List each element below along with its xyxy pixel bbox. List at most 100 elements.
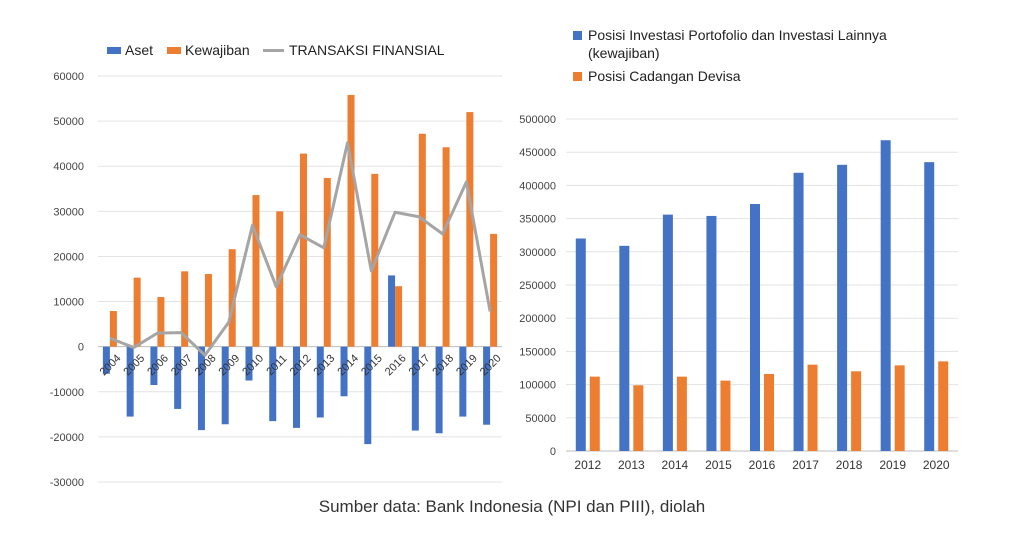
- bar-posisi-investasi: [880, 140, 891, 452]
- bar-aset: [411, 346, 419, 431]
- legend-swatch-kewajiban: [167, 47, 181, 54]
- bar-aset: [483, 346, 491, 425]
- y-tick-label: 30000: [53, 206, 84, 218]
- bar-kewajiban: [442, 147, 450, 347]
- bar-kewajiban: [228, 249, 236, 347]
- bar-aset: [126, 346, 134, 417]
- bar-aset: [459, 346, 467, 417]
- bar-kewajiban: [347, 94, 355, 347]
- bar-cadangan-devisa: [851, 371, 862, 451]
- bar-kewajiban: [395, 286, 403, 347]
- bar-posisi-investasi: [706, 215, 717, 451]
- bar-kewajiban: [252, 195, 260, 347]
- bar-cadangan-devisa: [764, 373, 774, 451]
- right-gridlines: [566, 118, 958, 452]
- source-caption: Sumber data: Bank Indonesia (NPI dan PII…: [318, 497, 706, 516]
- bar-posisi-investasi: [793, 172, 804, 451]
- legend-label-posisi-investasi-line1: Posisi Investasi Portofolio dan Investas…: [588, 27, 887, 43]
- bar-cadangan-devisa: [807, 364, 818, 451]
- legend-label-transaksi: TRANSAKSI FINANSIAL: [289, 42, 445, 58]
- left-bars: [102, 94, 498, 445]
- bar-cadangan-devisa: [633, 385, 644, 451]
- bar-posisi-investasi: [837, 164, 848, 452]
- x-tick-label: 2020: [478, 352, 504, 378]
- legend-label-cadangan-devisa: Posisi Cadangan Devisa: [588, 68, 741, 84]
- x-tick-label: 2005: [121, 352, 147, 378]
- bar-aset: [102, 346, 110, 374]
- x-tick-label: 2004: [98, 352, 124, 378]
- legend-label-kewajiban: Kewajiban: [185, 42, 250, 58]
- right-x-axis: 2012 2013 2014 2015 2016 2017 2018 2019 2020: [574, 458, 949, 472]
- bar-aset: [316, 346, 324, 418]
- x-tick-label: 2013: [618, 458, 645, 472]
- x-tick-label: 2012: [288, 352, 314, 378]
- x-tick-label: 2008: [193, 352, 219, 378]
- y-tick-label: 350000: [519, 214, 556, 226]
- x-tick-label: 2015: [705, 458, 732, 472]
- bar-kewajiban: [133, 277, 141, 347]
- bar-cadangan-devisa: [676, 376, 687, 451]
- bar-aset: [435, 346, 443, 434]
- bar-aset: [221, 346, 229, 425]
- x-tick-label: 2016: [383, 352, 409, 378]
- bar-aset: [388, 275, 396, 347]
- x-tick-label: 2020: [923, 458, 950, 472]
- bar-aset: [293, 346, 300, 428]
- x-tick-label: 2013: [312, 352, 338, 378]
- left-x-axis: 2004200520062007200820092010201120122013…: [98, 352, 504, 378]
- bar-kewajiban: [323, 177, 331, 347]
- y-tick-label: 150000: [519, 346, 556, 358]
- right-legend: Posisi Investasi Portofolio dan Investas…: [573, 27, 887, 84]
- right-y-axis: 5000004500004000003500003000002500002000…: [519, 114, 556, 458]
- legend-swatch-cadangan-devisa: [573, 72, 582, 81]
- x-tick-label: 2017: [407, 352, 433, 378]
- bar-kewajiban: [109, 311, 117, 347]
- x-tick-label: 2017: [792, 458, 819, 472]
- bar-posisi-investasi: [750, 203, 760, 451]
- bar-aset: [364, 346, 372, 445]
- y-tick-label: 40000: [53, 161, 84, 173]
- line-transaksi-finansial: [109, 141, 492, 357]
- y-tick-label: 100000: [519, 380, 556, 392]
- y-tick-label: 300000: [519, 247, 556, 259]
- bar-aset: [150, 346, 158, 386]
- legend-label-posisi-investasi-line2: (kewajiban): [588, 45, 660, 61]
- bar-posisi-investasi: [575, 238, 586, 451]
- x-tick-label: 2018: [836, 458, 863, 472]
- bar-kewajiban: [300, 153, 307, 347]
- bar-kewajiban: [204, 274, 212, 347]
- y-tick-label: 60000: [53, 71, 84, 83]
- legend-swatch-aset: [107, 47, 121, 54]
- legend-label-aset: Aset: [125, 42, 153, 58]
- y-tick-label: 10000: [53, 297, 84, 309]
- x-tick-label: 2019: [879, 458, 906, 472]
- bar-aset: [197, 346, 205, 431]
- x-tick-label: 2015: [359, 352, 385, 378]
- y-tick-label: 0: [78, 342, 84, 354]
- y-tick-label: 250000: [519, 280, 556, 292]
- x-tick-label: 2014: [335, 352, 361, 378]
- x-tick-label: 2007: [169, 352, 195, 378]
- bar-kewajiban: [181, 271, 189, 347]
- x-tick-label: 2016: [749, 458, 776, 472]
- x-tick-label: 2006: [145, 352, 171, 378]
- bar-aset: [340, 346, 348, 397]
- bar-aset: [245, 346, 253, 381]
- legend-swatch-posisi-investasi: [573, 31, 582, 40]
- y-tick-label: -20000: [50, 432, 84, 444]
- bar-kewajiban: [490, 233, 498, 347]
- x-tick-label: 2014: [662, 458, 689, 472]
- x-tick-label: 2009: [217, 352, 243, 378]
- bar-aset: [174, 346, 182, 409]
- x-tick-label: 2018: [430, 352, 456, 378]
- left-y-axis: 60000 50000 40000 30000 20000 10000 0 -10000 -20…: [50, 71, 84, 489]
- bar-cadangan-devisa: [894, 365, 905, 451]
- left-line-series: [109, 141, 492, 357]
- y-tick-label: 450000: [519, 147, 556, 159]
- bar-posisi-investasi: [924, 162, 935, 451]
- bar-posisi-investasi: [619, 245, 630, 451]
- left-legend: Aset Kewajiban TRANSAKSI FINANSIAL: [107, 42, 445, 58]
- bar-cadangan-devisa: [938, 361, 949, 451]
- y-tick-label: 200000: [519, 313, 556, 325]
- bar-kewajiban: [157, 297, 165, 347]
